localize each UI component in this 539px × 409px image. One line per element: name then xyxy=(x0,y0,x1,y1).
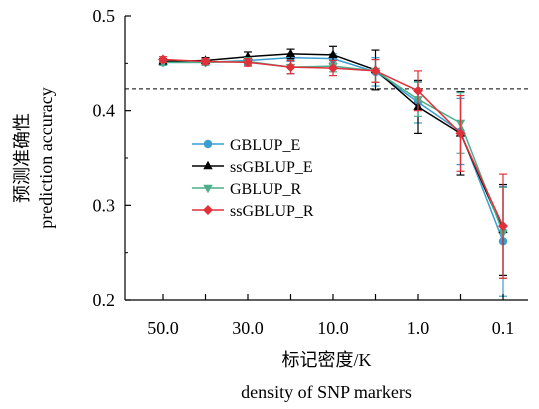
legend-label: ssGBLUP_R xyxy=(230,203,314,220)
legend-marker xyxy=(203,184,213,194)
data-point xyxy=(285,62,296,73)
legend: GBLUP_E ssGBLUP_E GBLUP_R ssGBLUP_R xyxy=(192,137,314,220)
y-tick-label: 0.3 xyxy=(93,195,116,215)
legend-marker xyxy=(203,205,213,215)
legend-marker xyxy=(203,160,213,170)
plot-area xyxy=(125,45,530,297)
x-tick-label: 1.0 xyxy=(407,318,430,338)
y-axis-title-english: prediction accuracy xyxy=(36,87,56,228)
x-axis-title: 标记密度/K xyxy=(282,350,372,370)
axes: 0.2 0.3 0.4 0.5 50.0 30.0 10.0 1.0 0.1 xyxy=(93,6,528,338)
data-point xyxy=(158,54,168,65)
series-line xyxy=(162,58,504,227)
y-tick-label: 0.5 xyxy=(93,6,116,26)
series-line xyxy=(162,53,504,231)
y-tick-label: 0.2 xyxy=(93,290,116,310)
data-point xyxy=(498,221,508,232)
series-ssgblup-r xyxy=(158,54,508,279)
y-tick-label: 0.4 xyxy=(93,101,116,121)
data-point xyxy=(328,49,338,59)
x-tick-label: 30.0 xyxy=(232,318,264,338)
data-point xyxy=(285,48,296,58)
series-line xyxy=(163,60,504,234)
series-line xyxy=(163,56,504,242)
data-point xyxy=(243,57,253,68)
series-gblup-e xyxy=(158,53,508,297)
legend-label: ssGBLUP_E xyxy=(230,159,313,176)
data-point xyxy=(200,56,211,67)
series-ssgblup-e xyxy=(158,45,508,276)
x-tick-label: 0.1 xyxy=(492,318,515,338)
x-axis-title-english: density of SNP markers xyxy=(241,382,412,402)
x-tick-label: 10.0 xyxy=(317,318,349,338)
data-point xyxy=(328,63,338,74)
legend-marker xyxy=(203,139,213,149)
data-point xyxy=(455,128,466,139)
legend-label: GBLUP_E xyxy=(230,137,300,154)
y-axis-title: 预测准确性 xyxy=(12,113,32,203)
data-point xyxy=(370,65,381,76)
data-point xyxy=(413,85,423,96)
x-tick-label: 50.0 xyxy=(147,318,179,338)
legend-label: GBLUP_R xyxy=(230,181,301,198)
